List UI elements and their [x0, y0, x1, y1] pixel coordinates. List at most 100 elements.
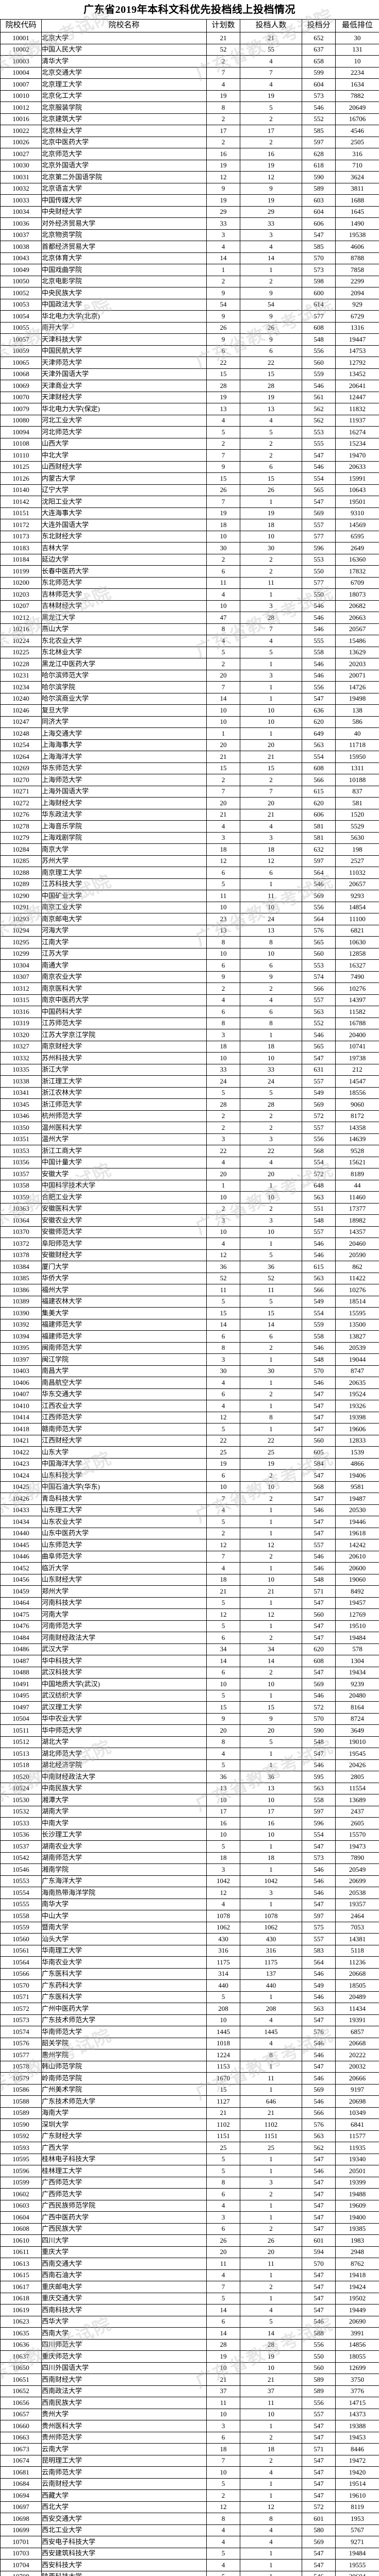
page-title: 广东省2019年本科文科优先投档线上投档情况: [84, 4, 295, 15]
table-row: 10054 华北电力大学(北京) 9 9 577 6729: [0, 310, 379, 323]
cell-plan-count: 2: [206, 55, 240, 67]
table-row: 10012 北京服装学院 8 5 546 20649: [0, 101, 379, 114]
cell-school-name: 湖南师范大学: [41, 1852, 207, 1864]
cell-admission-score: 597: [302, 1910, 336, 1922]
cell-school-name: 海南热带海洋学院: [41, 1887, 207, 1899]
cell-school-name: 北京体育大学: [41, 252, 207, 264]
table-row: 10173 东北财经大学 10 10 577 6595: [0, 530, 379, 543]
cell-admitted-count: 22: [240, 1145, 302, 1157]
cell-admission-score: 566: [302, 1284, 336, 1296]
cell-school-name: 青岛科技大学: [41, 1493, 207, 1505]
cell-admission-score: 546: [302, 2037, 336, 2049]
cell-school-name: 武汉大学: [41, 1643, 207, 1655]
cell-plan-count: 20: [206, 2246, 240, 2258]
cell-admitted-count: 646: [240, 2095, 302, 2108]
cell-plan-count: 4: [206, 1748, 240, 1760]
cell-school-name: 南京财经大学: [41, 1040, 207, 1053]
cell-admission-score: 546: [302, 1342, 336, 1354]
cell-lowest-rank: 20649: [335, 101, 379, 114]
cell-school-name: 福州大学: [41, 1284, 207, 1296]
cell-lowest-rank: 1983: [335, 2234, 379, 2247]
cell-plan-count: 2: [206, 982, 240, 995]
table-row: 10295 江南大学 8 8 565 10630: [0, 936, 379, 948]
cell-lowest-rank: 2649: [335, 542, 379, 554]
cell-school-code: 10660: [0, 2420, 42, 2432]
cell-plan-count: 9: [206, 182, 240, 195]
cell-admission-score: 615: [302, 785, 336, 798]
cell-school-name: 四川师范大学: [41, 2338, 207, 2351]
cell-admitted-count: 1: [240, 2083, 302, 2096]
table-row: 10418 赣南师范大学 5 1 547 19606: [0, 1423, 379, 1435]
table-row: 10003 清华大学 2 4 658 10: [0, 55, 379, 67]
cell-admission-score: 546: [302, 1887, 336, 1899]
cell-plan-count: 10: [206, 901, 240, 913]
cell-school-name: 汕头大学: [41, 1933, 207, 1945]
cell-lowest-rank: 10630: [335, 936, 379, 948]
table-row: 10440 山东中医药大学 2 1 547 19618: [0, 1527, 379, 1539]
cell-school-name: 中山大学: [41, 1910, 207, 1922]
cell-admitted-count: 10: [240, 1828, 302, 1841]
cell-admitted-count: 3: [240, 2176, 302, 2189]
cell-plan-count: 1: [206, 264, 240, 276]
table-row: 10390 集美大学 15 15 554 15595: [0, 1307, 379, 1319]
cell-admitted-count: 1: [240, 496, 302, 508]
cell-plan-count: 5: [206, 1295, 240, 1308]
cell-school-code: 10357: [0, 1168, 42, 1180]
cell-plan-count: 10: [206, 2408, 240, 2420]
cell-admission-score: 547: [302, 2060, 336, 2073]
cell-school-name: 武汉理工大学: [41, 1701, 207, 1714]
table-row: 10031 北京第二外国语学院 12 12 590 3624: [0, 171, 379, 183]
cell-plan-count: 15: [206, 472, 240, 485]
cell-school-name: 对外经济贸易大学: [41, 217, 207, 230]
table-row: 10697 西北大学 12 12 572 8119: [0, 2501, 379, 2513]
cell-school-code: 10022: [0, 125, 42, 137]
column-header-code: 院校代码: [0, 19, 42, 32]
cell-lowest-rank: 2605: [335, 1817, 379, 1829]
cell-school-name: 广东医科大学: [41, 1968, 207, 1980]
table-row: 10533 中南大学 16 16 596 2605: [0, 1817, 379, 1829]
cell-admitted-count: 208: [240, 2003, 302, 2015]
cell-admission-score: 572: [302, 2501, 336, 2513]
cell-plan-count: 20: [206, 739, 240, 751]
cell-lowest-rank: 11718: [335, 739, 379, 751]
table-row: 10579 岭南师范学院 1670 11 546 20666: [0, 2072, 379, 2084]
cell-lowest-rank: 20530: [335, 1504, 379, 1516]
cell-admitted-count: 7: [240, 623, 302, 635]
cell-plan-count: 19: [206, 2350, 240, 2363]
table-row: 10276 华东政法大学 21 21 606 1520: [0, 808, 379, 821]
table-row: 10272 上海财经大学 20 20 620 581: [0, 797, 379, 809]
cell-admission-score: 600: [302, 287, 336, 299]
cell-admission-score: 546: [302, 2165, 336, 2177]
table-row: 10033 中国传媒大学 19 19 603 1688: [0, 194, 379, 207]
cell-admitted-count: 4: [240, 2304, 302, 2316]
table-row: 10410 江西农业大学 4 1 547 19326: [0, 1400, 379, 1412]
cell-school-code: 10125: [0, 461, 42, 473]
cell-school-name: 天津师范大学: [41, 357, 207, 369]
cell-admission-score: 577: [302, 310, 336, 323]
cell-admission-score: 601: [302, 2513, 336, 2525]
cell-plan-count: 2: [206, 658, 240, 670]
table-row: 10125 山西财经大学 9 6 546 20633: [0, 461, 379, 473]
cell-school-name: 山西大学: [41, 437, 207, 450]
table-row: 10488 武汉科技大学 6 2 547 19434: [0, 1666, 379, 1679]
table-row: 10010 北京化工大学 19 19 573 7882: [0, 90, 379, 102]
cell-school-name: 浙江农林大学: [41, 1087, 207, 1099]
cell-school-code: 10037: [0, 229, 42, 241]
cell-admitted-count: 25: [240, 2142, 302, 2154]
cell-admission-score: 546: [302, 2072, 336, 2084]
cell-school-code: 10284: [0, 843, 42, 856]
cell-plan-count: 4: [206, 2524, 240, 2536]
table-row: 10681 云南师范大学 10 4 547 19420: [0, 2466, 379, 2479]
cell-plan-count: 15: [206, 762, 240, 774]
cell-lowest-rank: 2234: [335, 66, 379, 79]
cell-plan-count: 10: [206, 1678, 240, 1690]
table-row: 10554 海南热带海洋学院 12 3 546 20538: [0, 1887, 379, 1899]
cell-admission-score: 620: [302, 716, 336, 728]
cell-school-code: 10572: [0, 2003, 42, 2015]
cell-school-code: 10004: [0, 66, 42, 79]
cell-plan-count: 4: [206, 414, 240, 427]
cell-admitted-count: 5: [240, 1087, 302, 1099]
cell-school-name: 南京医科大学: [41, 982, 207, 995]
cell-plan-count: 8: [206, 1342, 240, 1354]
cell-plan-count: 4: [206, 1898, 240, 1910]
